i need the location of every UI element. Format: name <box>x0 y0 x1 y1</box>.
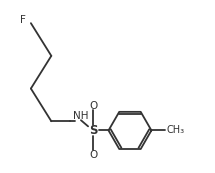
Text: O: O <box>89 150 97 160</box>
Text: NH: NH <box>73 111 89 121</box>
Text: S: S <box>89 124 97 137</box>
Text: CH₃: CH₃ <box>167 125 185 135</box>
Text: F: F <box>20 15 26 25</box>
Text: O: O <box>89 101 97 111</box>
